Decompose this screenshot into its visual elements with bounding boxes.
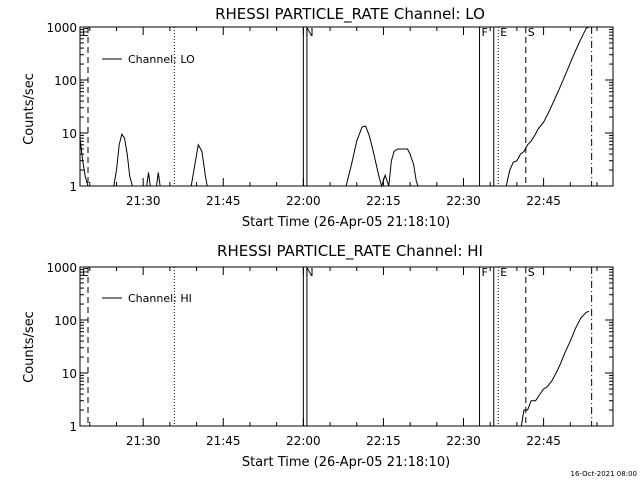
flag-label: E	[500, 266, 507, 279]
y-tick-label: 1000	[46, 21, 77, 35]
x-tick-label: 21:30	[126, 194, 161, 208]
y-tick-label: 10	[62, 127, 77, 141]
y-tick-label: 10	[62, 367, 77, 381]
x-tick-label: 22:15	[366, 434, 401, 448]
legend: Channel: HI	[102, 292, 192, 305]
plot-frame	[79, 266, 614, 427]
y-tick-label: 1000	[46, 261, 77, 275]
y-tick-label: 1	[69, 420, 77, 434]
chart-title: RHESSI PARTICLE_RATE Channel: HI	[217, 242, 483, 261]
y-tick-label: 1	[69, 180, 77, 194]
flag-label: S	[528, 266, 535, 279]
x-tick-label: 22:45	[526, 194, 561, 208]
x-axis-label: Start Time (26-Apr-05 21:18:10)	[242, 215, 450, 230]
x-tick-label: 21:30	[126, 434, 161, 448]
panel-hi: RHESSI PARTICLE_RATE Channel: HI Counts/…	[22, 242, 614, 470]
footer-timestamp: 16-Oct-2021 08:00	[571, 470, 637, 478]
y-axis-label: Counts/sec	[22, 73, 37, 145]
flag-label: E	[500, 26, 507, 39]
x-tick-label: 22:00	[286, 434, 321, 448]
series-line	[520, 310, 590, 427]
legend: Channel: LO	[102, 53, 195, 66]
chart-title: RHESSI PARTICLE_RATE Channel: LO	[215, 5, 485, 24]
series-line	[79, 26, 590, 188]
plot-area: 21:30 21:45 22:00 22:15 22:30 22:45 1 10 100 1000…	[46, 21, 614, 208]
x-tick-label: 21:45	[206, 434, 241, 448]
x-tick-label: 22:15	[366, 194, 401, 208]
y-tick-label: 100	[54, 74, 77, 88]
x-tick-label: 22:30	[446, 194, 481, 208]
legend-label: Channel: LO	[128, 53, 195, 66]
x-axis-label: Start Time (26-Apr-05 21:18:10)	[242, 455, 450, 470]
plot-area: 21:30 21:45 22:00 22:15 22:30 22:45 1 10 100 1000…	[46, 261, 614, 448]
flag-label: E	[82, 266, 89, 279]
flag-label: S	[528, 26, 535, 39]
y-axis-label: Counts/sec	[22, 311, 37, 383]
flag-label: F	[482, 266, 488, 279]
flag-label: F	[482, 26, 488, 39]
x-tick-label: 22:00	[286, 194, 321, 208]
panel-lo: RHESSI PARTICLE_RATE Channel: LO Counts/…	[22, 5, 614, 230]
x-tick-label: 21:45	[206, 194, 241, 208]
y-tick-label: 100	[54, 314, 77, 328]
legend-label: Channel: HI	[128, 292, 192, 305]
flag-label: N	[305, 26, 313, 39]
flag-label: N	[305, 266, 313, 279]
plot-frame	[79, 26, 614, 187]
x-tick-label: 22:30	[446, 434, 481, 448]
flag-label: E	[82, 26, 89, 39]
x-tick-label: 22:45	[526, 434, 561, 448]
